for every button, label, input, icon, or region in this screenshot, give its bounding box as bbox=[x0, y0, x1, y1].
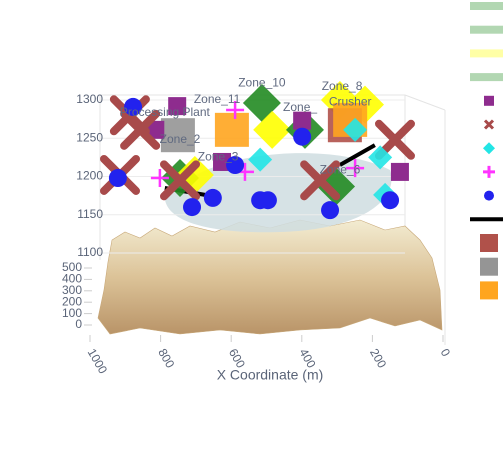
legend-swatch bbox=[470, 2, 503, 10]
marker bbox=[226, 156, 245, 175]
marker bbox=[203, 188, 222, 207]
z-tick-label: 1200 bbox=[76, 169, 103, 183]
y-tick-label: 500 bbox=[62, 260, 82, 274]
x-tick-label: 1000 bbox=[85, 346, 111, 376]
marker bbox=[258, 191, 277, 210]
y-tick-label: 200 bbox=[62, 294, 82, 308]
marker bbox=[253, 110, 292, 149]
annotation: Crusher bbox=[329, 94, 372, 108]
x-tick-label: 800 bbox=[155, 346, 177, 371]
marker bbox=[160, 118, 195, 153]
marker bbox=[146, 120, 165, 139]
annotation: Zone_2 bbox=[160, 132, 201, 146]
marker bbox=[160, 160, 201, 201]
legend-swatch bbox=[470, 49, 503, 58]
z-tick-label: 1100 bbox=[77, 245, 103, 259]
x-tick-label: 0 bbox=[438, 346, 454, 359]
marker bbox=[390, 162, 409, 181]
legend-swatch bbox=[480, 281, 498, 300]
marker bbox=[226, 100, 245, 119]
legend-swatch bbox=[483, 119, 495, 130]
marker bbox=[183, 198, 202, 217]
annotation: Processing Plant bbox=[120, 105, 211, 119]
legend-swatch bbox=[480, 234, 498, 252]
legend-swatch bbox=[483, 142, 495, 155]
legend-swatch bbox=[483, 165, 495, 178]
z-tick-label: 1300 bbox=[76, 92, 103, 106]
annotation: Zone_11 bbox=[194, 92, 241, 106]
marker bbox=[368, 145, 393, 170]
marker bbox=[343, 117, 368, 142]
legend bbox=[470, 2, 503, 300]
annotation: Zone_8 bbox=[322, 79, 363, 93]
marker bbox=[120, 109, 161, 150]
marker bbox=[108, 169, 127, 188]
y-tick-label: 300 bbox=[62, 283, 82, 297]
z-tick-label: 1250 bbox=[76, 130, 103, 144]
annotation: Zone_6 bbox=[320, 163, 361, 177]
z-tick-label: 1150 bbox=[77, 207, 103, 221]
y-tick-label: 400 bbox=[62, 272, 82, 286]
legend-swatch bbox=[484, 95, 494, 106]
y-tick-label: 0 bbox=[75, 317, 82, 331]
marker bbox=[248, 147, 273, 172]
marker bbox=[321, 201, 340, 220]
marker bbox=[346, 159, 365, 178]
marker bbox=[293, 127, 312, 146]
marker bbox=[168, 97, 187, 116]
x-axis-title: X Coordinate (m) bbox=[217, 367, 324, 383]
y-tick-label: 100 bbox=[62, 306, 82, 320]
legend-swatch bbox=[480, 257, 498, 276]
marker bbox=[150, 169, 169, 188]
legend-swatch bbox=[484, 190, 494, 201]
annotation: Zone_10 bbox=[238, 75, 286, 89]
marker bbox=[300, 160, 341, 201]
marker bbox=[381, 191, 400, 210]
legend-swatch bbox=[470, 73, 503, 82]
legend-swatch bbox=[470, 25, 503, 34]
annotation: Zone_ bbox=[283, 100, 317, 114]
marker bbox=[124, 97, 143, 116]
annotation: Zone_3 bbox=[198, 150, 239, 164]
marker bbox=[214, 112, 249, 147]
marker bbox=[293, 111, 312, 130]
terrain-surface bbox=[97, 219, 443, 335]
x-tick-label: 200 bbox=[367, 346, 389, 371]
